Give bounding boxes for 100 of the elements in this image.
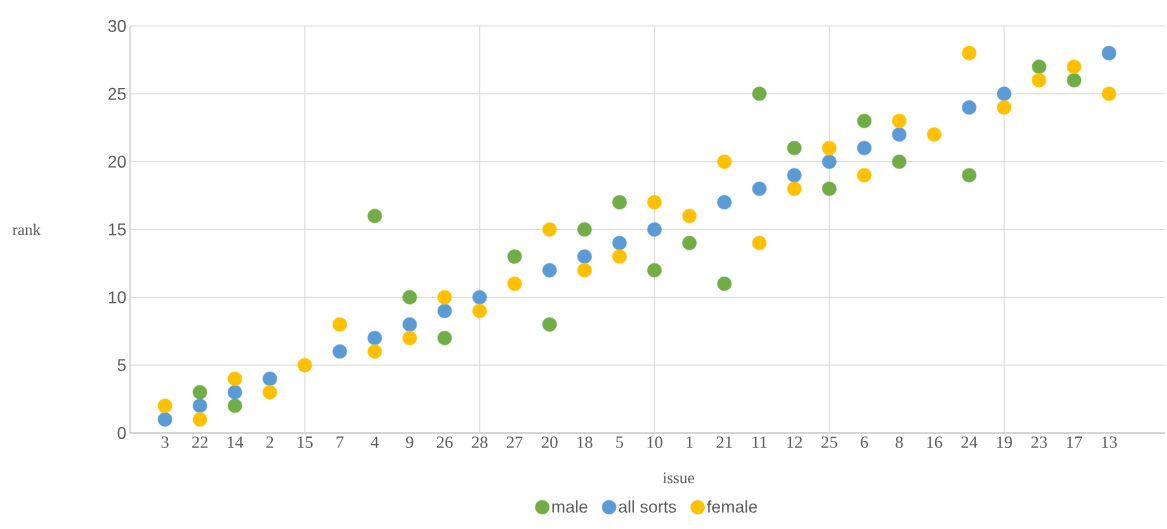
point bbox=[927, 127, 942, 142]
x-tick-label: 25 bbox=[821, 436, 838, 448]
point bbox=[542, 262, 557, 278]
x-tick-label: 11 bbox=[752, 436, 767, 448]
x-tick-label: 4 bbox=[370, 436, 379, 448]
point bbox=[192, 385, 208, 400]
y-tick-label: 20 bbox=[108, 155, 126, 168]
x-tick-label: 21 bbox=[716, 436, 732, 448]
point bbox=[577, 222, 592, 237]
legend-label: all sorts bbox=[618, 500, 677, 513]
point bbox=[227, 385, 243, 400]
y-tick-label: 5 bbox=[117, 359, 126, 372]
point bbox=[1031, 73, 1047, 88]
point bbox=[577, 249, 592, 264]
x-tick-label: 2 bbox=[266, 436, 274, 448]
point bbox=[647, 222, 662, 237]
point bbox=[752, 181, 767, 196]
point bbox=[647, 262, 662, 278]
point bbox=[227, 371, 243, 386]
point bbox=[752, 235, 767, 251]
point bbox=[996, 100, 1012, 115]
x-tick-label: 7 bbox=[336, 436, 344, 448]
x-tick-label: 20 bbox=[541, 436, 558, 448]
point bbox=[402, 290, 417, 305]
y-axis-title: rank bbox=[12, 223, 41, 236]
point bbox=[961, 45, 977, 61]
point bbox=[822, 154, 837, 169]
point bbox=[402, 317, 417, 332]
point bbox=[262, 371, 278, 386]
point bbox=[437, 330, 452, 346]
x-tick-label: 8 bbox=[895, 436, 903, 448]
point bbox=[367, 344, 382, 359]
x-tick-label: 12 bbox=[787, 436, 802, 448]
x-tick-label: 19 bbox=[997, 436, 1012, 448]
point bbox=[332, 344, 347, 359]
point bbox=[1101, 45, 1117, 61]
point bbox=[227, 398, 243, 414]
point bbox=[1031, 59, 1047, 74]
point bbox=[157, 398, 173, 414]
point bbox=[717, 276, 732, 291]
point bbox=[752, 86, 767, 102]
point bbox=[961, 168, 977, 183]
point bbox=[472, 290, 487, 305]
point bbox=[857, 113, 872, 129]
point bbox=[437, 303, 452, 319]
y-tick-label: 30 bbox=[108, 19, 126, 33]
x-tick-label: 5 bbox=[616, 436, 624, 448]
point bbox=[822, 140, 837, 156]
point bbox=[192, 398, 208, 414]
point bbox=[892, 113, 907, 129]
point bbox=[612, 235, 627, 251]
x-tick-label: 3 bbox=[161, 436, 169, 448]
point bbox=[1101, 86, 1117, 102]
point bbox=[507, 276, 522, 291]
point bbox=[332, 317, 347, 332]
point bbox=[996, 86, 1012, 102]
x-tick-label: 23 bbox=[1031, 436, 1047, 448]
point bbox=[787, 181, 802, 196]
point bbox=[472, 303, 487, 319]
point bbox=[1066, 73, 1082, 88]
point bbox=[787, 168, 802, 183]
point bbox=[717, 195, 732, 210]
x-axis-title: issue bbox=[662, 472, 694, 484]
x-tick-label: 26 bbox=[436, 436, 453, 448]
x-tick-label: 18 bbox=[577, 436, 593, 448]
point bbox=[542, 222, 557, 237]
point bbox=[402, 330, 417, 346]
point bbox=[437, 290, 452, 305]
point bbox=[717, 154, 732, 169]
point bbox=[542, 317, 557, 332]
legend-label: female bbox=[706, 500, 757, 513]
x-tick-label: 22 bbox=[192, 436, 208, 448]
point bbox=[577, 262, 592, 278]
point bbox=[612, 195, 627, 210]
x-tick-label: 14 bbox=[227, 436, 244, 448]
point bbox=[857, 168, 872, 183]
x-tick-label: 28 bbox=[471, 436, 488, 448]
point bbox=[507, 249, 522, 264]
point bbox=[892, 127, 907, 142]
point bbox=[297, 357, 313, 373]
y-tick-label: 25 bbox=[108, 87, 126, 100]
x-tick-label: 24 bbox=[961, 436, 978, 448]
point bbox=[822, 181, 837, 196]
point bbox=[647, 195, 662, 210]
point bbox=[857, 140, 872, 156]
y-tick-label: 15 bbox=[108, 223, 126, 236]
x-tick-label: 10 bbox=[647, 436, 663, 448]
point bbox=[157, 412, 173, 427]
point bbox=[367, 330, 382, 346]
x-tick-label: 1 bbox=[686, 436, 693, 448]
point bbox=[787, 140, 802, 156]
legend-label: male bbox=[552, 500, 588, 513]
y-tick-label: 10 bbox=[108, 291, 126, 304]
point bbox=[262, 385, 278, 400]
x-tick-label: 27 bbox=[506, 436, 523, 448]
point bbox=[612, 249, 627, 264]
y-tick-label: 0 bbox=[117, 426, 126, 440]
x-tick-label: 17 bbox=[1067, 436, 1083, 448]
point bbox=[961, 100, 977, 115]
point bbox=[892, 154, 907, 169]
